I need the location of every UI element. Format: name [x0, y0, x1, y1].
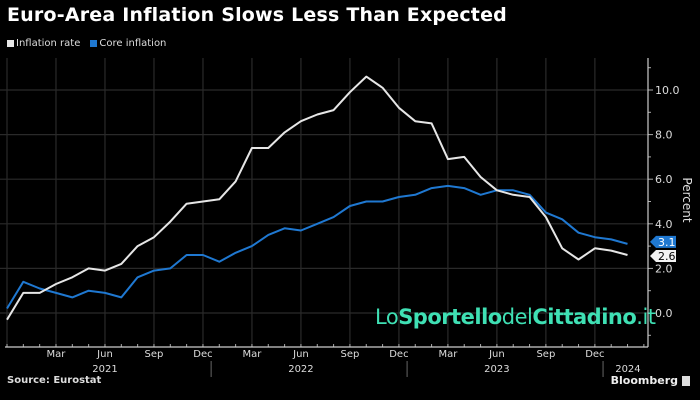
year-label: 2021 [92, 364, 117, 375]
y-tick-label: 10.0 [655, 84, 680, 97]
y-tick-label: 4.0 [655, 218, 673, 231]
x-tick-label: Jun [292, 349, 309, 360]
legend: Inflation rate Core inflation [7, 38, 166, 49]
x-tick-label: Dec [193, 349, 212, 360]
x-tick-label: Sep [536, 349, 555, 360]
end-value-badge [650, 250, 676, 263]
end-value-label: 2.6 [658, 250, 676, 263]
chart-title: Euro-Area Inflation Slows Less Than Expe… [7, 4, 507, 26]
y-tick-label: 0.0 [655, 307, 673, 320]
legend-swatch-core-inflation [90, 40, 98, 47]
x-tick-label: Dec [389, 349, 408, 360]
y-tick-label: 2.0 [655, 262, 673, 275]
legend-swatch-inflation-rate [7, 40, 14, 47]
bloomberg-terminal-icon [682, 375, 690, 386]
y-tick-label: 8.0 [655, 129, 673, 142]
x-tick-label: Sep [341, 349, 360, 360]
legend-item-inflation-rate: Inflation rate [7, 38, 80, 49]
watermark: LoSportellodelCittadino.it [375, 305, 656, 329]
y-axis-title: Percent [680, 177, 694, 222]
y-tick-label: 6.0 [655, 173, 673, 186]
x-tick-label: Jun [96, 349, 113, 360]
x-tick-label: Dec [585, 349, 604, 360]
x-tick-label: Jun [488, 349, 505, 360]
x-tick-label: Sep [145, 349, 164, 360]
x-tick-label: Mar [438, 349, 458, 360]
x-tick-label: Mar [243, 349, 263, 360]
end-value-label: 3.1 [658, 236, 676, 249]
year-label: 2023 [484, 364, 509, 375]
bloomberg-logo: Bloomberg [611, 374, 690, 387]
year-label: 2022 [288, 364, 313, 375]
series-line-core-inflation [6, 184, 628, 310]
legend-item-core-inflation: Core inflation [90, 38, 166, 49]
source-note: Source: Eurostat [7, 375, 102, 386]
end-value-badge [650, 235, 676, 248]
series-line-inflation-rate [6, 75, 628, 321]
x-tick-label: Mar [47, 349, 67, 360]
legend-label: Core inflation [99, 38, 167, 49]
year-label: 2024 [615, 364, 640, 375]
legend-label: Inflation rate [16, 38, 81, 49]
